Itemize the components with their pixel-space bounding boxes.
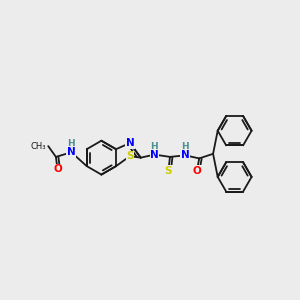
Text: O: O bbox=[53, 164, 62, 174]
Text: N: N bbox=[181, 150, 190, 160]
Text: O: O bbox=[193, 166, 201, 176]
Text: N: N bbox=[67, 147, 76, 157]
Text: CH₃: CH₃ bbox=[30, 142, 46, 151]
Text: N: N bbox=[125, 138, 134, 148]
Text: H: H bbox=[181, 142, 188, 152]
Text: H: H bbox=[67, 139, 74, 148]
Text: S: S bbox=[165, 166, 172, 176]
Text: S: S bbox=[126, 151, 134, 161]
Text: N: N bbox=[150, 150, 159, 160]
Text: H: H bbox=[150, 142, 158, 151]
